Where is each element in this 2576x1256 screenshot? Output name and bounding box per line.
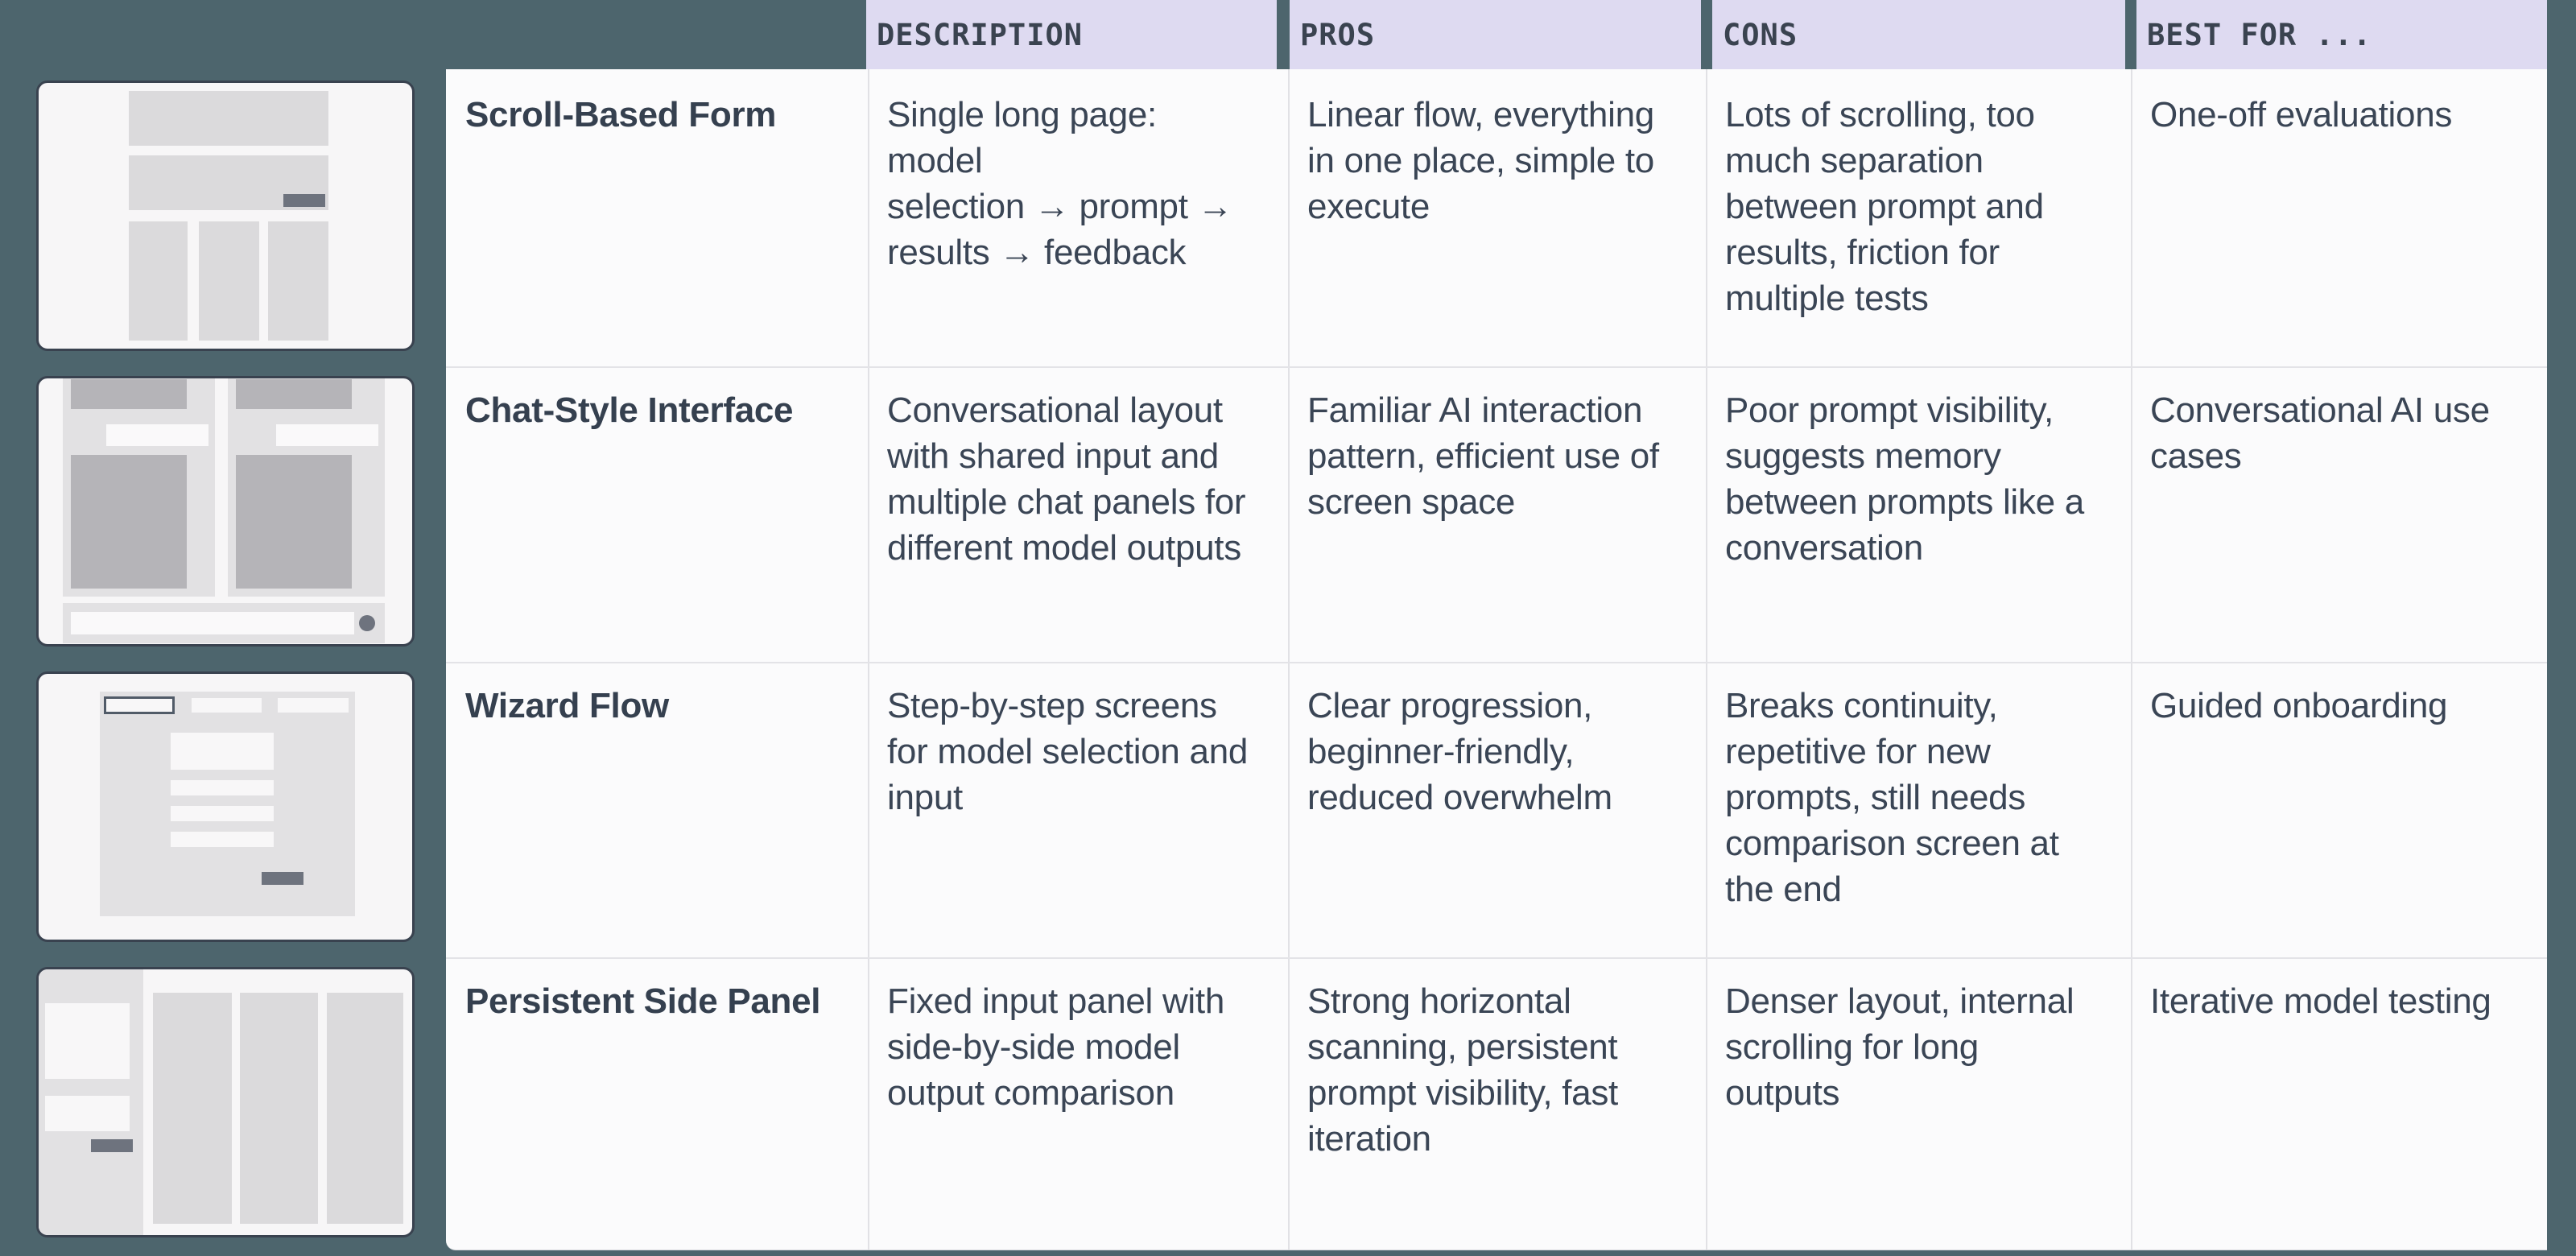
cell-cons: Breaks continuity, repetitive for new pr…: [1725, 686, 2059, 909]
wireframe-input-side-panel: [39, 969, 143, 1235]
cell-cons: Denser layout, internal scrolling for lo…: [1725, 981, 2074, 1113]
thumbnail-scroll-based-form[interactable]: [36, 81, 415, 351]
wireframe-step-tab: [278, 698, 349, 713]
wireframe-form-field: [171, 780, 274, 795]
cell-pros: Familiar AI interaction pattern, efficie…: [1307, 390, 1659, 522]
row-title: Chat-Style Interface: [465, 390, 794, 430]
wireframe-wizard-panel: [100, 692, 355, 916]
table-row: Wizard Flow Step-by-step screens for mod…: [0, 662, 2576, 957]
wireframe-prompt-box: [45, 1003, 130, 1079]
wireframe-form-field: [171, 806, 274, 821]
wireframe-result-column: [268, 221, 328, 341]
thumbnail-wizard-flow[interactable]: [36, 671, 415, 942]
wireframe-submit-button: [283, 194, 325, 207]
table-row: Scroll-Based Form Single long page: mode…: [0, 71, 2576, 366]
column-divider: [868, 69, 869, 1250]
table-surface: [446, 69, 2547, 1250]
column-divider: [1706, 69, 1707, 1250]
wireframe-form-field: [171, 832, 274, 847]
thumbnail-chat-style-interface[interactable]: [36, 376, 415, 647]
cell-best-for: Guided onboarding: [2150, 686, 2448, 725]
table-row: Chat-Style Interface Conversational layo…: [0, 366, 2576, 662]
column-header-pros: PROS: [1290, 0, 1701, 69]
wireframe-model-header: [236, 379, 352, 409]
wireframe-input-field: [71, 612, 354, 634]
cell-best-for: One-off evaluations: [2150, 95, 2453, 134]
cell-best-for: Conversational AI use cases: [2150, 390, 2490, 476]
wireframe-shared-input-bar: [63, 603, 385, 643]
column-header-description: DESCRIPTION: [866, 0, 1277, 69]
wireframe-output-column: [153, 993, 232, 1224]
wireframe-settings-box: [45, 1096, 130, 1131]
cell-pros: Clear progression, beginner-friendly, re…: [1307, 686, 1612, 817]
cell-pros: Linear flow, everything in one place, si…: [1307, 95, 1654, 226]
wireframe-result-column: [129, 221, 188, 341]
wireframe-model-output: [236, 455, 352, 589]
wireframe-header-block: [129, 91, 328, 146]
row-title: Persistent Side Panel: [465, 981, 821, 1021]
cell-cons: Lots of scrolling, too much separation b…: [1725, 95, 2044, 318]
row-divider: [446, 662, 2547, 663]
wireframe-user-message: [106, 424, 208, 446]
table-row: Persistent Side Panel Fixed input panel …: [0, 957, 2576, 1250]
wireframe-send-button: [359, 615, 375, 631]
wireframe-next-button: [262, 872, 303, 885]
cell-description: Step-by-step screens for model selection…: [887, 686, 1249, 817]
row-title: Wizard Flow: [465, 686, 669, 725]
row-title: Scroll-Based Form: [465, 95, 777, 134]
wireframe-chat-panel: [63, 378, 215, 597]
row-divider: [446, 366, 2547, 368]
cell-best-for: Iterative model testing: [2150, 981, 2491, 1021]
cell-description: Fixed input panel with side-by-side mode…: [887, 981, 1224, 1113]
column-divider: [2131, 69, 2132, 1250]
wireframe-result-column: [199, 221, 259, 341]
wireframe-step-tab-active: [104, 696, 175, 714]
cell-cons: Poor prompt visibility, suggests memory …: [1725, 390, 2084, 568]
column-header-cons: CONS: [1712, 0, 2125, 69]
wireframe-run-button: [91, 1139, 133, 1152]
wireframe-output-column: [240, 993, 318, 1224]
wireframe-step-tab: [192, 698, 262, 713]
cell-description: Single long page: model selection → prom…: [887, 95, 1233, 272]
wireframe-user-message: [276, 424, 378, 446]
row-divider: [446, 957, 2547, 959]
wireframe-step-content: [171, 733, 274, 770]
wireframe-chat-panel: [228, 378, 385, 597]
cell-pros: Strong horizontal scanning, persistent p…: [1307, 981, 1618, 1159]
column-header-best-for: BEST FOR ...: [2136, 0, 2547, 69]
column-divider: [1288, 69, 1290, 1250]
cell-description: Conversational layout with shared input …: [887, 390, 1246, 568]
wireframe-model-header: [71, 379, 187, 409]
wireframe-output-column: [327, 993, 403, 1224]
thumbnail-persistent-side-panel[interactable]: [36, 967, 415, 1237]
wireframe-model-output: [71, 455, 187, 589]
